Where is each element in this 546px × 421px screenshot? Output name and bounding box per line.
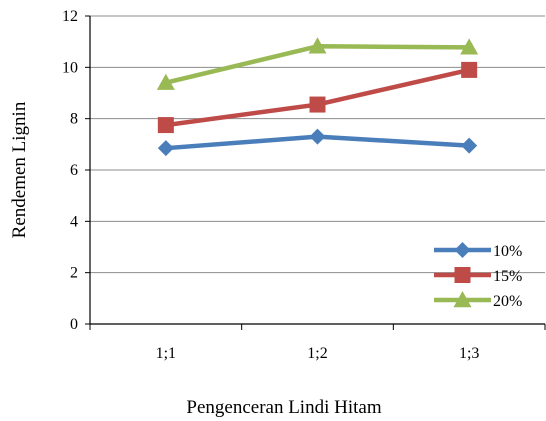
legend-item: 20% (434, 291, 522, 310)
data-point (309, 128, 326, 145)
series-group (156, 37, 479, 157)
y-tick-label: 0 (70, 316, 78, 333)
y-tick-label: 10 (62, 59, 78, 76)
x-axis-title: Pengenceran Lindi Hitam (186, 397, 381, 418)
data-point (156, 73, 175, 90)
x-axis-ticks: 1;1 1;2 1;3 (89, 324, 546, 362)
data-point (461, 61, 478, 78)
legend-marker (454, 242, 471, 258)
data-point (157, 140, 174, 157)
legend-item: 15% (434, 267, 522, 285)
data-point (309, 96, 326, 113)
legend-item: 10% (434, 242, 522, 260)
legend-label: 10% (493, 243, 522, 260)
y-tick-label: 2 (70, 265, 78, 282)
y-axis-title: Rendemen Lignin (9, 101, 30, 238)
series-20pct (156, 37, 479, 90)
y-tick-label: 8 (70, 111, 78, 128)
data-point (157, 117, 174, 134)
x-tick-label: 1;3 (459, 345, 479, 362)
data-point (308, 37, 327, 54)
legend-marker (453, 291, 472, 308)
data-point (461, 137, 478, 154)
y-axis-ticks: 0 2 4 6 8 10 12 (62, 8, 90, 333)
legend-marker (454, 267, 471, 283)
series-15pct (157, 61, 478, 134)
x-tick-label: 1;2 (307, 345, 327, 362)
series-10pct (157, 128, 478, 157)
y-tick-label: 12 (62, 8, 78, 25)
legend: 10% 15% 20% (434, 242, 522, 310)
x-tick-label: 1;1 (156, 345, 176, 362)
y-tick-label: 6 (70, 162, 78, 179)
y-tick-label: 4 (70, 213, 78, 230)
legend-label: 15% (493, 268, 522, 285)
data-point (460, 38, 479, 55)
legend-label: 20% (493, 293, 522, 310)
